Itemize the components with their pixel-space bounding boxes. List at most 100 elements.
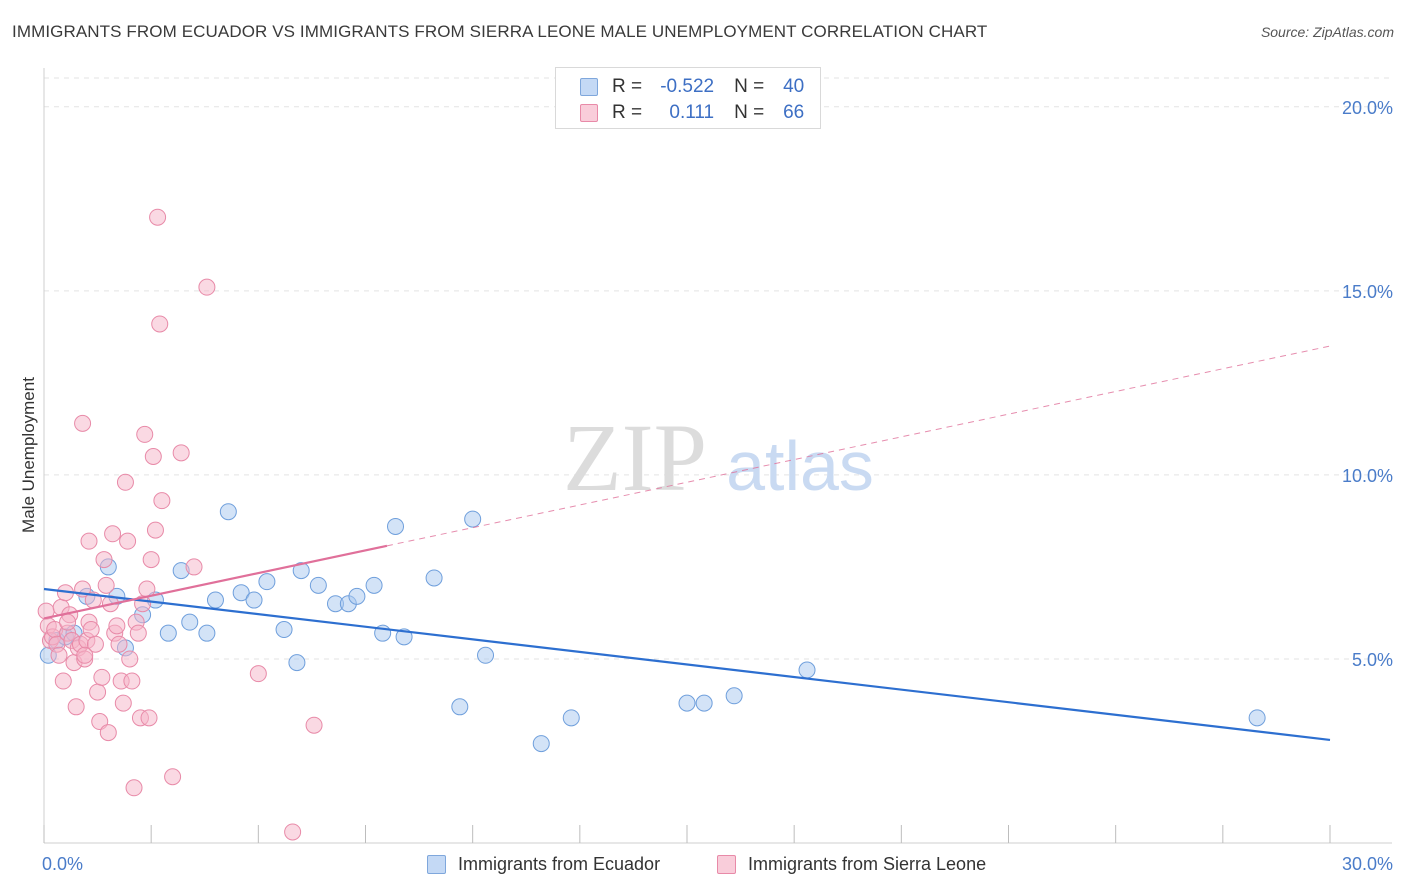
legend-row-sierra-leone: R = 0.111 N = 66	[580, 101, 804, 125]
point-ecuador	[348, 587, 366, 605]
point-sierra-leone	[108, 617, 126, 635]
bottom-legend-swatch-ecuador	[427, 854, 446, 874]
point-ecuador	[395, 628, 413, 646]
point-sierra-leone	[119, 532, 137, 550]
point-ecuador	[181, 613, 199, 631]
legend-n-value: 40	[783, 76, 805, 97]
trend-line-sierra-leone-dashed	[386, 345, 1331, 547]
point-sierra-leone	[54, 672, 72, 690]
legend-n-label: N =	[734, 76, 765, 97]
legend-r-value: -0.522	[660, 76, 715, 97]
point-ecuador	[365, 576, 383, 594]
point-ecuador	[219, 503, 237, 521]
point-ecuador	[464, 510, 482, 528]
point-sierra-leone	[136, 425, 154, 443]
point-ecuador	[309, 576, 327, 594]
point-sierra-leone	[97, 576, 115, 594]
point-sierra-leone	[74, 414, 92, 432]
correlation-legend: R = -0.522 N = 40 R = 0.111 N = 66	[555, 67, 821, 129]
y-tick-label: 15.0%	[1342, 282, 1393, 302]
point-ecuador	[159, 624, 177, 642]
bottom-legend-swatch-sierra-leone	[717, 854, 736, 874]
point-ecuador	[245, 591, 263, 609]
chart-title: IMMIGRANTS FROM ECUADOR VS IMMIGRANTS FR…	[12, 22, 988, 41]
point-sierra-leone	[93, 668, 111, 686]
point-sierra-leone	[146, 521, 164, 539]
point-sierra-leone	[86, 635, 104, 653]
point-sierra-leone	[99, 724, 117, 742]
legend-swatch-ecuador	[580, 78, 598, 96]
point-ecuador	[387, 517, 405, 535]
point-ecuador	[477, 646, 495, 664]
point-sierra-leone	[125, 779, 143, 797]
legend-n-value: 66	[783, 102, 805, 123]
point-sierra-leone	[50, 646, 68, 664]
point-sierra-leone	[142, 551, 160, 569]
point-sierra-leone	[172, 444, 190, 462]
point-sierra-leone	[104, 525, 122, 543]
watermark: ZIP atlas	[563, 404, 874, 511]
point-sierra-leone	[95, 551, 113, 569]
point-ecuador	[198, 624, 216, 642]
trend-line-ecuador	[43, 587, 1331, 742]
trend-line-sierra-leone	[43, 544, 388, 620]
bottom-legend-label-ecuador: Immigrants from Ecuador	[458, 853, 661, 874]
point-sierra-leone	[67, 698, 85, 716]
point-sierra-leone	[82, 621, 100, 639]
point-ecuador	[695, 694, 713, 712]
point-ecuador	[562, 709, 580, 727]
tick-labels: 5.0% 10.0% 15.0% 20.0% 0.0% 30.0%	[42, 98, 1393, 874]
watermark-zip: ZIP	[563, 404, 707, 511]
point-sierra-leone	[249, 665, 267, 683]
y-axis-title: Male Unemployment	[19, 377, 38, 533]
point-ecuador	[206, 591, 224, 609]
data-points	[37, 208, 1266, 841]
point-sierra-leone	[114, 694, 132, 712]
point-sierra-leone	[284, 823, 302, 841]
point-ecuador	[798, 661, 816, 679]
point-sierra-leone	[144, 448, 162, 465]
point-ecuador	[288, 654, 306, 672]
point-sierra-leone	[185, 558, 203, 576]
legend-r-label: R =	[612, 102, 643, 123]
point-sierra-leone	[116, 473, 134, 491]
legend-r-value: 0.111	[669, 102, 715, 123]
grid-lines	[44, 77, 1392, 660]
point-sierra-leone	[59, 613, 77, 631]
point-ecuador	[1248, 709, 1266, 727]
point-sierra-leone	[151, 315, 169, 333]
point-sierra-leone	[89, 683, 107, 701]
point-sierra-leone	[164, 768, 182, 786]
point-ecuador	[725, 687, 743, 705]
point-sierra-leone	[198, 278, 216, 296]
point-sierra-leone	[121, 650, 139, 668]
point-sierra-leone	[149, 208, 167, 226]
legend-row-ecuador: R = -0.522 N = 40	[580, 75, 804, 99]
bottom-legend-label-sierra-leone: Immigrants from Sierra Leone	[748, 853, 987, 874]
point-sierra-leone	[140, 709, 158, 727]
point-ecuador	[232, 584, 250, 602]
point-sierra-leone	[123, 672, 141, 690]
point-sierra-leone	[76, 646, 94, 664]
point-ecuador	[425, 569, 443, 587]
y-tick-label: 5.0%	[1352, 650, 1393, 670]
trend-lines	[43, 345, 1331, 742]
point-ecuador	[451, 698, 469, 716]
point-sierra-leone	[80, 532, 98, 550]
bottom-legend-ecuador: Immigrants from Ecuador	[427, 852, 660, 876]
point-sierra-leone	[153, 492, 171, 510]
axes	[43, 68, 1392, 844]
source-credit: Source: ZipAtlas.com	[1260, 24, 1394, 40]
point-sierra-leone	[305, 716, 323, 734]
point-ecuador	[292, 562, 310, 580]
legend-swatch-sierra-leone	[580, 104, 598, 122]
bottom-legend-sierra-leone: Immigrants from Sierra Leone	[717, 852, 986, 876]
legend-r-label: R =	[612, 76, 643, 97]
watermark-atlas: atlas	[726, 427, 874, 505]
point-ecuador	[275, 621, 293, 639]
x-tick-label: 0.0%	[42, 854, 83, 874]
legend-n-label: N =	[734, 102, 765, 123]
point-ecuador	[258, 573, 276, 591]
y-tick-label: 20.0%	[1342, 98, 1393, 118]
